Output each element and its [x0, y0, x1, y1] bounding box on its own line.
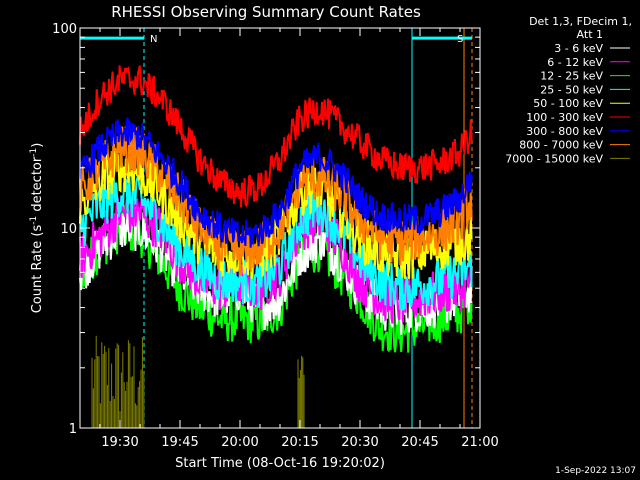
legend-label-1: 6 - 12 keV [547, 56, 603, 69]
series-7000-15000kev [91, 335, 305, 428]
x-tick-label-5: 20:45 [401, 435, 438, 450]
series-line-0 [79, 203, 473, 335]
legend-header-line-1: Det 1,3, FDecim 1, [529, 15, 632, 28]
series-50-100kev [79, 148, 473, 279]
series-line-3 [79, 172, 473, 311]
y-tick-label-2: 100 [52, 22, 77, 37]
series-100-300kev [79, 65, 473, 208]
series-line-5 [79, 65, 473, 208]
series-300-800kev [79, 117, 473, 248]
legend-label-6: 300 - 800 keV [526, 125, 603, 138]
legend-label-5: 100 - 300 keV [526, 111, 603, 124]
y-axis: 1 10 100 [52, 22, 480, 437]
series-line-7 [79, 125, 473, 276]
legend-label-2: 12 - 25 keV [540, 70, 603, 83]
legend-label-7: 800 - 7000 keV [519, 139, 603, 152]
x-tick-label-0: 19:30 [101, 435, 138, 450]
series-line-6 [79, 117, 473, 248]
flag-label-s: S [457, 34, 463, 45]
x-tick-label-2: 20:00 [221, 435, 258, 450]
footer-date: 1-Sep-2022 13:07 [555, 466, 636, 476]
x-tick-label-6: 21:00 [461, 435, 498, 450]
series-7000-15000kev-line [91, 335, 305, 428]
legend-label-4: 50 - 100 keV [533, 97, 603, 110]
series-25-50kev [79, 172, 473, 311]
x-tick-label-4: 20:30 [341, 435, 378, 450]
legend-header-line-2: Att 1 [577, 28, 603, 41]
legend-label-3: 25 - 50 keV [540, 83, 603, 96]
series-line-4 [79, 148, 473, 279]
x-axis: 19:30 19:45 20:00 20:15 20:30 20:45 21:00 [99, 28, 499, 450]
series-3-6kev [79, 203, 473, 335]
legend-label-0: 3 - 6 keV [554, 42, 603, 55]
x-axis-label: Start Time (08-Oct-16 19:20:02) [175, 456, 385, 471]
legend-label-8: 7000 - 15000 keV [505, 152, 603, 165]
x-tick-label-1: 19:45 [161, 435, 198, 450]
y-axis-label: Count Rate (s-1 detector-1) [29, 143, 45, 314]
x-tick-label-3: 20:15 [281, 435, 318, 450]
chart-title: RHESSI Observing Summary Count Rates [111, 3, 421, 21]
series-800-7000kev [79, 125, 473, 276]
flag-label-n: N [150, 34, 157, 45]
y-tick-label-1: 10 [60, 222, 77, 237]
y-tick-label-0: 1 [69, 422, 77, 437]
